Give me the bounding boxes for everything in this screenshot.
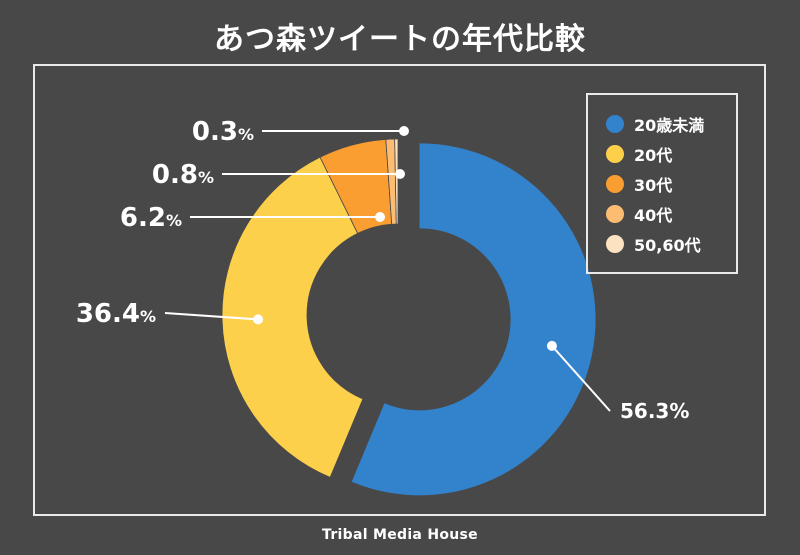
- leader-dot-under-20: [546, 340, 557, 351]
- chart-frame: [33, 64, 766, 516]
- donut-slice-20s: [221, 156, 364, 478]
- legend-label-40s: 40代: [634, 206, 673, 225]
- donut-slice-50-60s: [394, 138, 399, 225]
- leader-line-under-20: [551, 345, 611, 412]
- legend-label-under-20: 20歳未満: [634, 116, 705, 135]
- legend: 20歳未満 20代 30代 40代 50,60代: [586, 93, 738, 274]
- data-label-50-60s: 0.3%: [192, 117, 254, 147]
- leader-dot-30s: [375, 212, 385, 222]
- footer-credit: Tribal Media House: [322, 527, 478, 543]
- legend-label-50-60s: 50,60代: [634, 236, 701, 255]
- legend-item-20s: 20代: [606, 139, 736, 169]
- legend-item-under-20: 20歳未満: [606, 109, 736, 139]
- legend-swatch-30s: [606, 175, 624, 193]
- legend-swatch-20s: [606, 145, 624, 163]
- legend-label-20s: 20代: [634, 146, 673, 165]
- legend-label-30s: 30代: [634, 176, 673, 195]
- chart-title: あつ森ツイートの年代比較: [214, 22, 586, 57]
- legend-swatch-under-20: [606, 115, 624, 133]
- legend-swatch-40s: [606, 205, 624, 223]
- legend-swatch-50-60s: [606, 235, 624, 253]
- leader-dot-50-60s: [399, 126, 409, 136]
- leader-dot-40s: [395, 169, 405, 179]
- legend-item-50-60s: 50,60代: [606, 229, 736, 259]
- leader-dot-20s: [253, 314, 264, 325]
- data-label-30s: 6.2%: [120, 203, 182, 233]
- data-label-20s: 36.4%: [76, 299, 156, 329]
- leader-line-20s: [164, 312, 259, 321]
- legend-item-40s: 40代: [606, 199, 736, 229]
- legend-item-30s: 30代: [606, 169, 736, 199]
- donut-slice-under-20: [351, 143, 596, 496]
- data-label-40s: 0.8%: [152, 160, 214, 190]
- data-label-under-20: 56.3%: [620, 399, 689, 423]
